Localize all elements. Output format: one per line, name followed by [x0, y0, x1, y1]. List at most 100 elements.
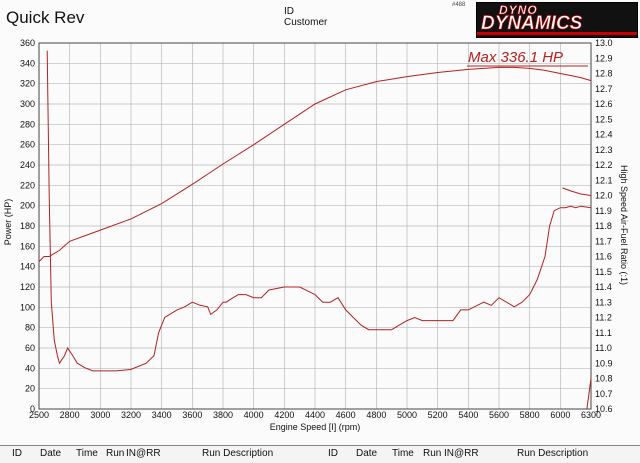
y-tick-label: 340: [20, 58, 35, 68]
logo-text-main: DYNAMICS: [481, 13, 583, 35]
y2-tick-labels: 10.6 10.7 10.8 10.9 11.0 11.1 11.2 11.3 11.4 11.5…: [595, 38, 613, 414]
y-axis-title: Power (HP): [3, 199, 13, 246]
curves: [38, 50, 592, 410]
y2-tick-label: 12.0: [595, 191, 613, 201]
run-table-column-header: Run Description: [202, 448, 274, 459]
x-tick-label: 6300: [581, 410, 601, 420]
y-tick-label: 100: [20, 302, 35, 312]
header-id-block: ID Customer: [284, 6, 327, 28]
y2-tick-label: 12.2: [595, 160, 613, 170]
run-table-column-header: Run Description: [517, 448, 589, 459]
y2-tick-label: 12.4: [595, 130, 613, 140]
run-table-header: ID Date Time Run IN@RR Run Description ID Date T…: [0, 445, 640, 463]
y-tick-label: 180: [20, 221, 35, 231]
y2-tick-label: 11.1: [595, 328, 612, 338]
x-tick-label: 5400: [458, 410, 478, 420]
header-customer-label: Customer: [284, 17, 328, 28]
x-tick-label: 3600: [182, 410, 202, 420]
y2-tick-label: 11.4: [595, 282, 612, 292]
y-tick-label: 200: [20, 201, 35, 211]
dyno-dynamics-logo: DYNO DYNAMICS: [476, 2, 638, 38]
afr-curve: [46, 50, 592, 372]
x-tick-label: 4200: [274, 410, 294, 420]
x-tick-label: 4000: [244, 410, 264, 420]
logo-text-top: DYNO: [499, 3, 538, 17]
x-tick-label: 5000: [397, 410, 417, 420]
y2-tick-label: 12.3: [595, 145, 613, 155]
run-table-column-header: IN@RR: [126, 448, 161, 459]
afr-curve-tail: [586, 378, 592, 410]
y-tick-label: 60: [25, 343, 35, 353]
x-tick-label: 6000: [550, 410, 570, 420]
y2-tick-label: 11.5: [595, 267, 612, 277]
plot-frame: [38, 42, 592, 410]
y2-tick-label: 11.3: [595, 297, 612, 307]
y2-tick-label: 10.6: [595, 404, 613, 414]
y-tick-label: 120: [20, 282, 35, 292]
y-tick-label: 240: [20, 160, 35, 170]
x-tick-label: 5200: [428, 410, 448, 420]
x-tick-label: 5600: [489, 410, 509, 420]
run-table-column-header: Run: [106, 448, 125, 459]
x-tick-label: 3000: [90, 410, 110, 420]
y-tick-label: 220: [20, 180, 35, 190]
y-tick-label: 0: [30, 404, 35, 414]
y2-tick-label: 11.9: [595, 206, 612, 216]
y-tick-label: 40: [25, 363, 35, 373]
y2-tick-label: 13.0: [595, 38, 613, 48]
run-table-column-header: ID: [12, 448, 22, 459]
run-table-column-header: Time: [76, 448, 98, 459]
y2-tick-label: 12.7: [595, 84, 613, 94]
report-title: Quick Rev: [6, 8, 85, 27]
y2-tick-label: 11.7: [595, 236, 612, 246]
run-table-column-header: Date: [40, 448, 62, 459]
y-tick-label: 80: [25, 323, 35, 333]
run-table-column-header: IN@RR: [444, 448, 479, 459]
x-tick-label: 2500: [29, 410, 49, 420]
y2-tick-label: 11.6: [595, 252, 612, 262]
run-table-column-header: Run: [423, 448, 442, 459]
y2-axis-title: High Speed Air-Fuel Ratio (:1): [619, 165, 629, 285]
y2-tick-label: 12.6: [595, 99, 613, 109]
y-tick-label: 360: [20, 38, 35, 48]
x-tick-label: 2800: [60, 410, 80, 420]
y2-tick-label: 11.8: [595, 221, 612, 231]
x-axis-title: Engine Speed [I] (rpm): [270, 422, 361, 432]
sheet-number: #488: [452, 2, 466, 8]
x-tick-label: 5800: [520, 410, 540, 420]
x-tick-labels: 2500 2800 3000 3200 3400 3600 3800 4000 4200 4400…: [29, 410, 601, 420]
y2-tick-label: 12.1: [595, 175, 613, 185]
logo-stripe: [477, 32, 637, 35]
header-id-label: ID: [284, 6, 294, 17]
y2-tick-label: 10.9: [595, 358, 613, 368]
max-power-annotation: Max 336.1 HP: [468, 49, 563, 66]
y2-tick-label: 10.8: [595, 374, 613, 384]
y2-tick-label: 10.7: [595, 389, 613, 399]
y-tick-label: 300: [20, 99, 35, 109]
x-tick-label: 4800: [366, 410, 386, 420]
run-table-column-header: ID: [328, 448, 338, 459]
y2-tick-label: 12.8: [595, 69, 613, 79]
x-tick-label: 3400: [152, 410, 172, 420]
y-tick-labels: 0 20 40 60 80 100 120 140 160 180 200 220 240 260 280 3…: [20, 38, 35, 414]
y2-tick-label: 12.5: [595, 114, 613, 124]
y-tick-label: 260: [20, 140, 35, 150]
run-table-column-header: Time: [392, 448, 414, 459]
y2-tick-label: 11.2: [595, 313, 612, 323]
y-tick-label: 20: [25, 384, 35, 394]
y-tick-label: 320: [20, 79, 35, 89]
x-tick-label: 4400: [305, 410, 325, 420]
afr-curve-upper: [562, 187, 592, 196]
y2-tick-label: 11.0: [595, 343, 612, 353]
y-tick-label: 140: [20, 262, 35, 272]
x-tick-label: 4600: [336, 410, 356, 420]
y-tick-label: 280: [20, 119, 35, 129]
run-table-column-header: Date: [356, 448, 378, 459]
chart-grid: [39, 43, 591, 409]
y2-tick-label: 12.9: [595, 53, 613, 63]
power-curve: [38, 66, 592, 262]
x-tick-label: 3800: [213, 410, 233, 420]
x-tick-label: 3200: [121, 410, 141, 420]
y-tick-label: 160: [20, 241, 35, 251]
